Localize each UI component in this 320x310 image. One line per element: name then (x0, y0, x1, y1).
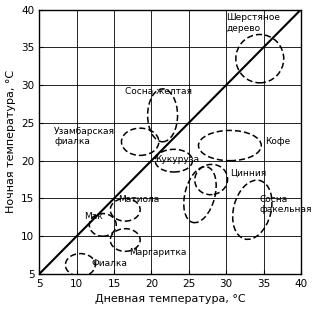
Text: Сосна желтая: Сосна желтая (125, 86, 192, 95)
Text: Кофе: Кофе (265, 137, 290, 146)
Text: Шерстяное
дерево: Шерстяное дерево (226, 13, 280, 33)
Text: Фиалка: Фиалка (92, 259, 127, 268)
Text: Сосна
факельная: Сосна факельная (260, 195, 312, 214)
Text: Цинния: Цинния (230, 168, 266, 177)
Y-axis label: Ночная температура, °C: Ночная температура, °C (5, 70, 16, 213)
Text: Маргаритка: Маргаритка (129, 248, 186, 257)
Text: Мак: Мак (84, 212, 103, 221)
X-axis label: Дневная температура, °C: Дневная температура, °C (95, 294, 245, 304)
Text: Кукуруза: Кукуруза (155, 155, 199, 164)
Text: Узамбарская
фиалка: Узамбарская фиалка (54, 127, 115, 146)
Text: Матиола: Матиола (118, 195, 159, 204)
